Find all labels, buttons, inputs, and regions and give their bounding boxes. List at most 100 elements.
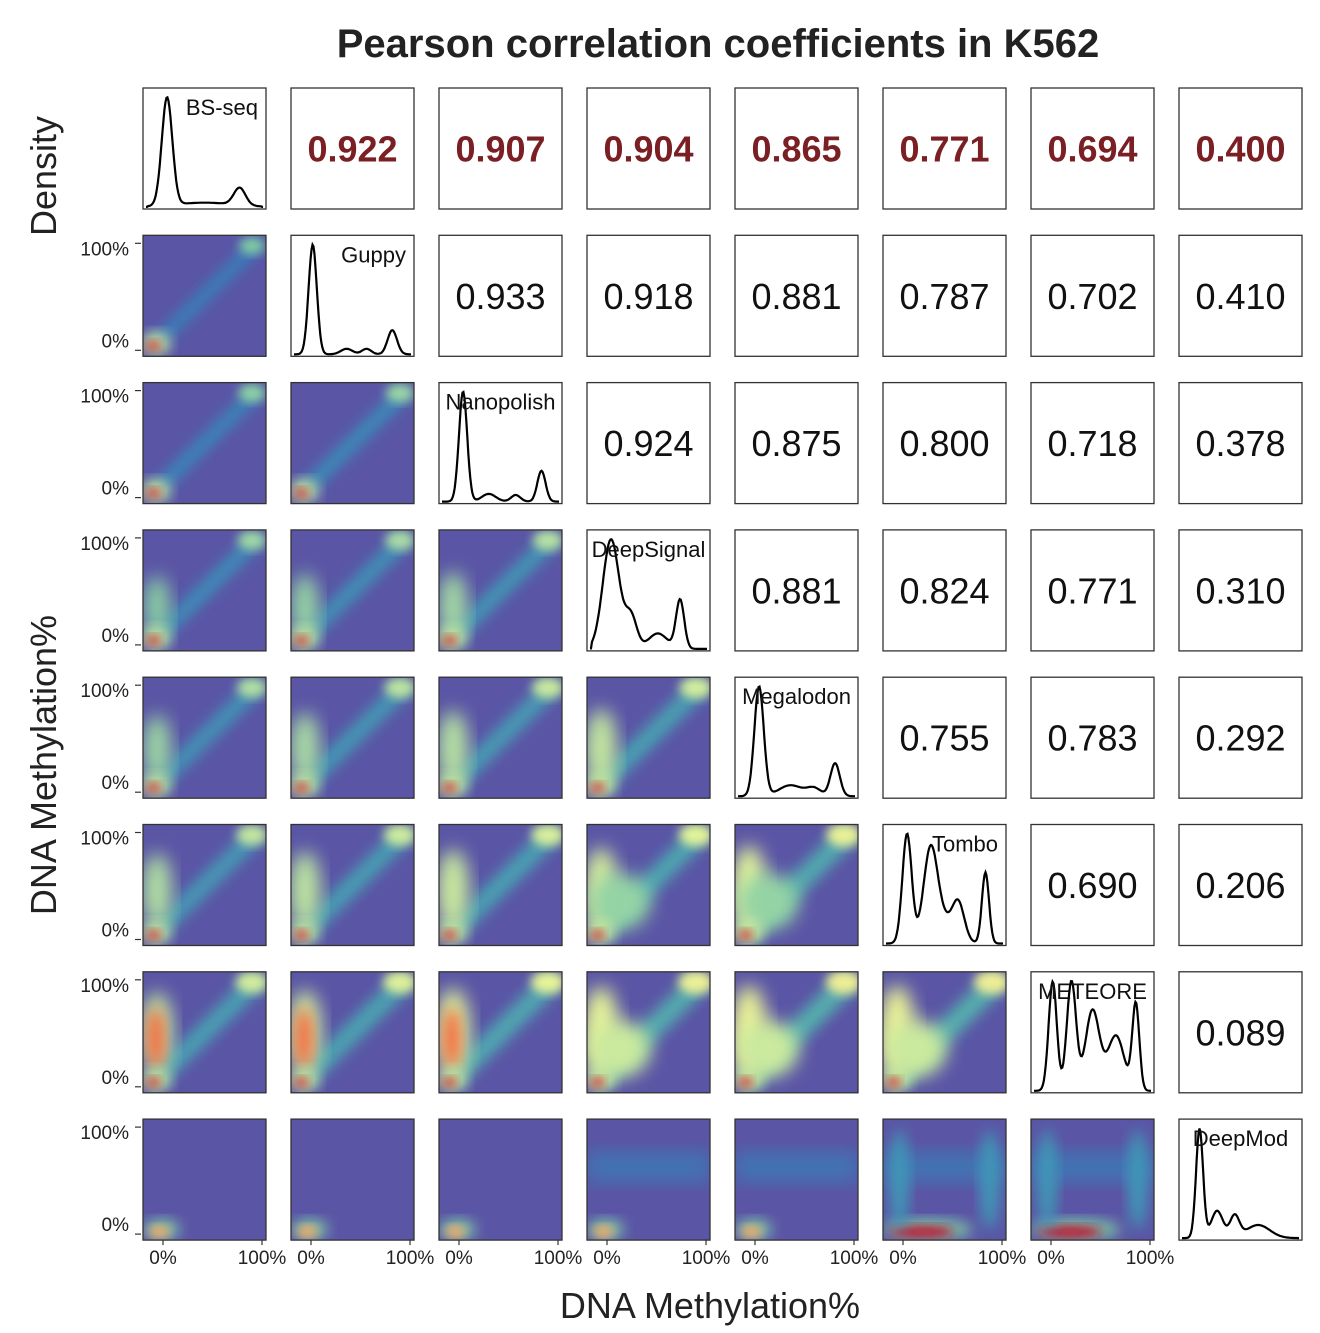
- panel-frame: [1030, 823, 1155, 947]
- heatmap-guppy-vs-bs-seq: [143, 235, 266, 357]
- density-curve-meteore: [1034, 978, 1151, 1092]
- heatmap-deepsignal-vs-bs-seq: [143, 529, 266, 651]
- y-axis-label: DNA Methylation%: [23, 615, 64, 915]
- panel-frame: [1178, 823, 1303, 947]
- x-tick-label: 0%: [741, 1248, 769, 1269]
- density-curve-megalodon: [738, 684, 855, 798]
- x-tick-label: 100%: [978, 1248, 1027, 1269]
- correlation-bs-seq-megalodon: 0.865: [751, 129, 841, 170]
- heatmap-deepmod-vs-guppy: [291, 1119, 414, 1241]
- x-tick-label: 0%: [297, 1248, 325, 1269]
- panel-frame: [290, 1118, 415, 1241]
- correlation-guppy-deepmod: 0.410: [1195, 276, 1285, 317]
- panel-frame: [142, 676, 267, 799]
- x-tick-label: 0%: [889, 1248, 917, 1269]
- panel-frame: [438, 381, 563, 505]
- panel-frame: [586, 676, 711, 799]
- heatmap-megalodon-vs-bs-seq: [143, 677, 266, 799]
- panel-frame: [734, 1118, 859, 1241]
- correlation-nanopolish-tombo: 0.800: [899, 423, 989, 464]
- heatmap-deepsignal-vs-nanopolish: [439, 529, 562, 651]
- panel-frame: [1030, 529, 1155, 652]
- heatmap-tombo-vs-nanopolish: [439, 824, 562, 946]
- heatmap-meteore-vs-tombo: [883, 971, 1006, 1093]
- panel-frame: [586, 381, 711, 505]
- panel-frame: [1178, 1118, 1303, 1241]
- method-label-guppy: Guppy: [341, 242, 406, 267]
- method-label-bs-seq: BS-seq: [186, 95, 258, 120]
- correlation-guppy-meteore: 0.702: [1047, 276, 1137, 317]
- panel-frame: [586, 971, 711, 1094]
- heatmap-deepmod-vs-tombo: [883, 1119, 1006, 1241]
- correlation-guppy-nanopolish: 0.933: [455, 276, 545, 317]
- panel-frame: [734, 823, 859, 947]
- heatmap-nanopolish-vs-guppy: [291, 382, 414, 504]
- panel-frame: [438, 87, 563, 210]
- density-curve-deepmod: [1182, 1128, 1299, 1240]
- panel-frame: [438, 234, 563, 357]
- correlation-tombo-meteore: 0.690: [1047, 865, 1137, 906]
- correlation-megalodon-tombo: 0.755: [899, 718, 989, 759]
- heatmap-tombo-vs-bs-seq: [143, 824, 266, 946]
- method-label-megalodon: Megalodon: [742, 684, 851, 709]
- panel-frame: [438, 823, 563, 947]
- panel-frame: [1030, 971, 1155, 1094]
- x-tick-label: 100%: [682, 1248, 731, 1269]
- x-tick-label: 0%: [1037, 1248, 1065, 1269]
- method-label-deepsignal: DeepSignal: [592, 537, 706, 562]
- panel-frame: [1178, 234, 1303, 357]
- panel-frame: [290, 971, 415, 1094]
- x-axis-label: DNA Methylation%: [560, 1285, 860, 1326]
- heatmap-tombo-vs-megalodon: [735, 824, 858, 946]
- density-curve-deepsignal: [589, 538, 707, 651]
- panel-frame: [734, 234, 859, 357]
- panel-frame: [882, 87, 1007, 210]
- heatmap-megalodon-vs-nanopolish: [439, 677, 562, 799]
- y-tick-label: 100%: [80, 681, 129, 702]
- correlation-megalodon-meteore: 0.783: [1047, 718, 1137, 759]
- panel-frame: [1030, 87, 1155, 210]
- correlation-bs-seq-meteore: 0.694: [1047, 129, 1137, 170]
- heatmap-deepmod-vs-bs-seq: [143, 1119, 266, 1241]
- y-tick-label: 0%: [102, 1215, 130, 1236]
- panel-frame: [1030, 381, 1155, 505]
- panel-frame: [1178, 87, 1303, 210]
- panel-frame: [882, 676, 1007, 799]
- correlation-bs-seq-deepsignal: 0.904: [603, 129, 693, 170]
- x-tick-label: 100%: [830, 1248, 879, 1269]
- panel-frame: [142, 381, 267, 505]
- correlation-tombo-deepmod: 0.206: [1195, 865, 1285, 906]
- correlation-deepsignal-megalodon: 0.881: [751, 570, 841, 611]
- panel-frame: [734, 87, 859, 210]
- correlation-guppy-deepsignal: 0.918: [603, 276, 693, 317]
- panel-frame: [142, 1118, 267, 1241]
- panel-frame: [438, 1118, 563, 1241]
- panel-frame: [586, 823, 711, 947]
- panel-frame: [438, 676, 563, 799]
- correlation-bs-seq-nanopolish: 0.907: [455, 129, 545, 170]
- correlation-guppy-tombo: 0.787: [899, 276, 989, 317]
- panel-frame: [586, 529, 711, 652]
- heatmap-meteore-vs-megalodon: [735, 971, 858, 1093]
- panel-frame: [1178, 529, 1303, 652]
- panel-frame: [586, 87, 711, 210]
- y-tick-label: 0%: [102, 921, 130, 942]
- y-tick-label: 100%: [80, 387, 129, 408]
- method-label-tombo: Tombo: [932, 832, 998, 857]
- panel-frame: [586, 1118, 711, 1241]
- heatmap-deepmod-vs-meteore: [1031, 1119, 1154, 1241]
- panel-frame: [734, 529, 859, 652]
- panel-frame: [586, 234, 711, 357]
- heatmap-meteore-vs-bs-seq: [143, 971, 266, 1093]
- correlation-meteore-deepmod: 0.089: [1195, 1012, 1285, 1053]
- correlation-nanopolish-deepsignal: 0.924: [603, 423, 693, 464]
- y-tick-label: 0%: [102, 331, 130, 352]
- panel-frame: [290, 87, 415, 210]
- heatmap-deepmod-vs-deepsignal: [587, 1119, 710, 1241]
- y-tick-label: 0%: [102, 1068, 130, 1089]
- correlation-nanopolish-megalodon: 0.875: [751, 423, 841, 464]
- correlation-guppy-megalodon: 0.881: [751, 276, 841, 317]
- correlation-nanopolish-deepmod: 0.378: [1195, 423, 1285, 464]
- density-curve-bs-seq: [146, 95, 263, 208]
